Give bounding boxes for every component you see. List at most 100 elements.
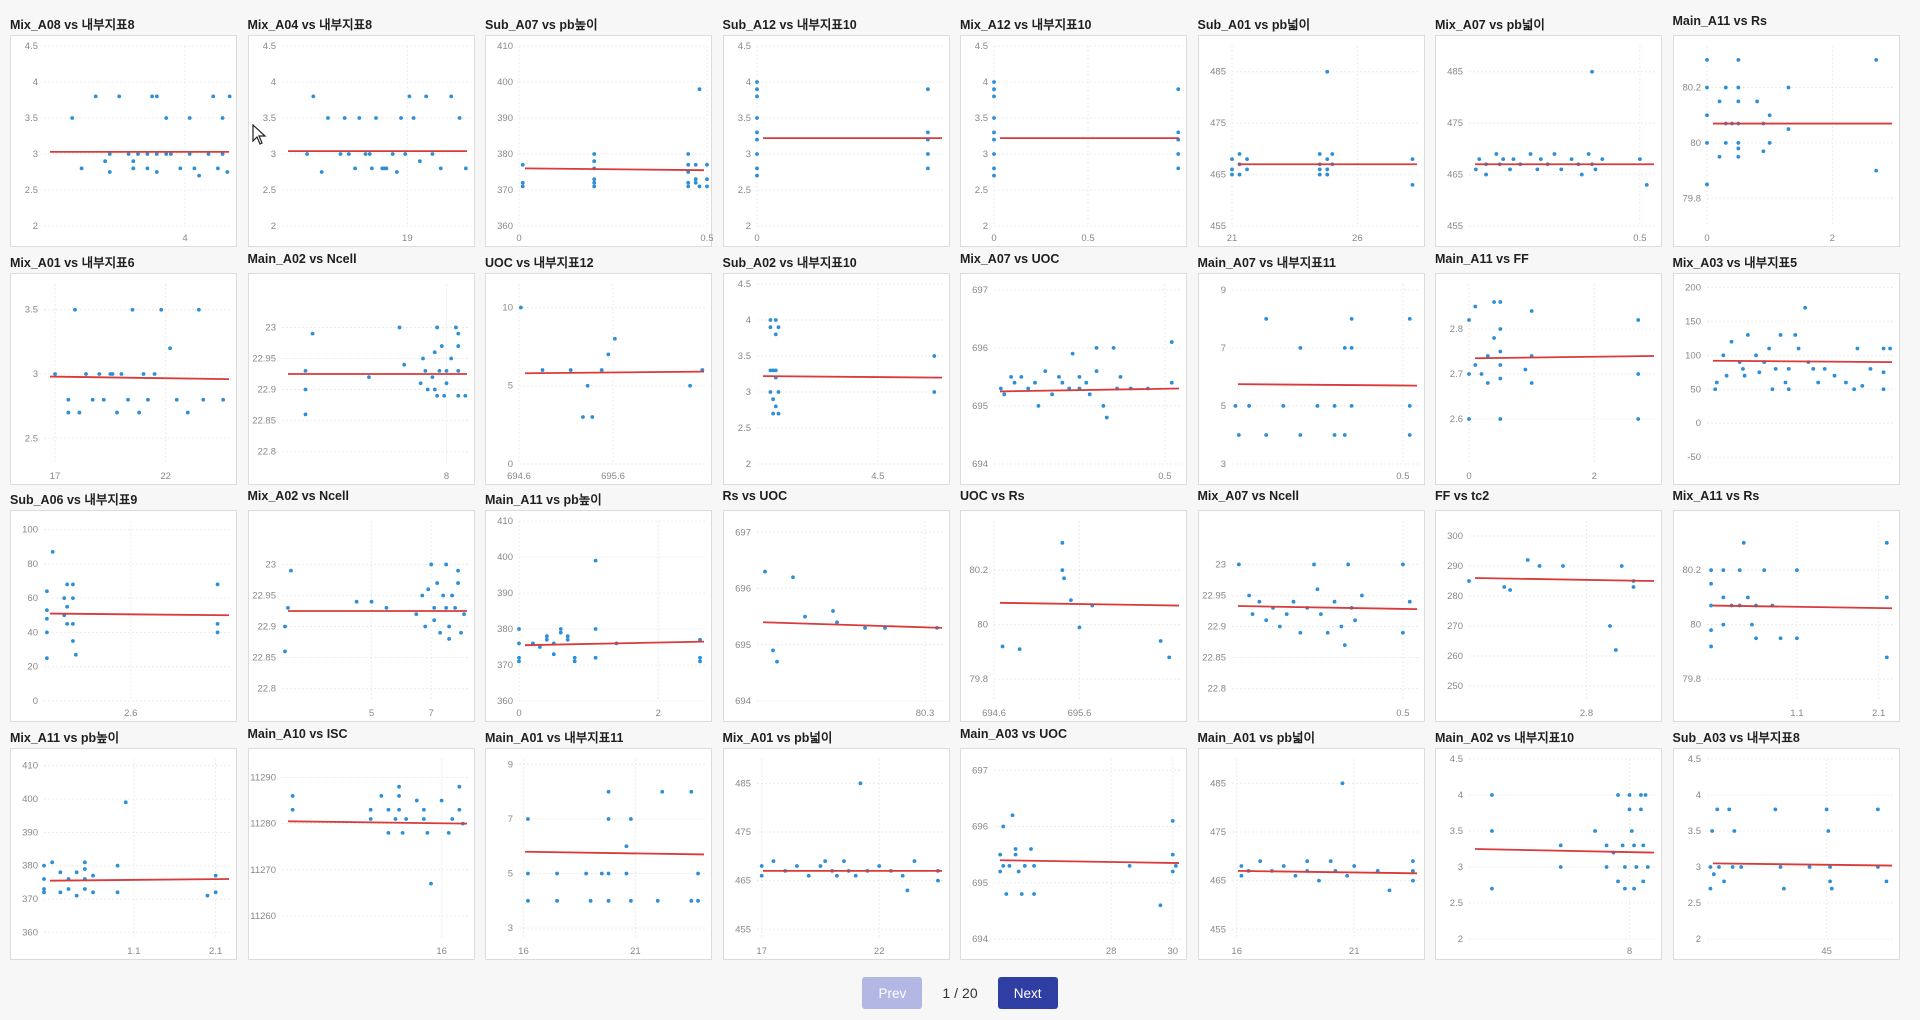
plot-area: 3 5 7 9 16 21 (485, 747, 712, 960)
y-tick-label: 4.5 (1450, 754, 1463, 765)
chart-cell: Main_A02 vs Ncell 22.8 22.85 22.9 22.95 23 8 (238, 238, 476, 485)
data-point (1794, 636, 1799, 641)
data-point (624, 871, 629, 875)
data-point (363, 152, 367, 156)
x-tick-label: 8 (1627, 946, 1632, 957)
scatter-plot: 2 2.5 3 3.5 4 4.5 4 (25, 41, 232, 244)
data-point (925, 166, 930, 171)
chart-cell: Mix_A02 vs Ncell 22.8 22.85 22.9 22.95 23 5 7 (238, 475, 476, 722)
data-point (403, 816, 408, 821)
chart-cell: Main_A11 vs Rs 79.8 80 80.2 0 2 (1663, 0, 1901, 247)
next-button[interactable]: Next (997, 977, 1058, 1009)
x-tick-label: 0 (516, 233, 521, 244)
data-point (1613, 648, 1618, 652)
data-point (773, 404, 778, 408)
data-point (565, 634, 570, 639)
data-point (1407, 599, 1412, 604)
data-point (1013, 846, 1018, 851)
trend-line (49, 877, 230, 882)
data-point (1723, 141, 1728, 145)
data-point (1050, 391, 1055, 396)
chart-title: Mix_A07 vs pb넓이 (1435, 18, 1545, 32)
y-tick-label: 2.8 (1450, 324, 1463, 335)
data-point (1479, 371, 1484, 376)
prev-button[interactable]: Prev (862, 977, 923, 1009)
data-point (1528, 152, 1533, 156)
data-point (368, 807, 373, 812)
data-point (123, 799, 128, 804)
data-point (169, 152, 173, 156)
data-point (1720, 595, 1725, 600)
data-point (425, 830, 429, 835)
data-point (419, 593, 424, 598)
plot-area: 694 695 696 697 0.5 (960, 272, 1187, 485)
data-point (1737, 568, 1742, 572)
data-point (1778, 636, 1782, 641)
data-point (402, 152, 407, 156)
data-point (425, 587, 430, 592)
chart-cell: Mix_A11 vs pb높이 360 370 380 390 400 410 1.1 2.1 (0, 713, 238, 960)
y-tick-label: 150 (1685, 316, 1701, 327)
data-point (526, 871, 530, 875)
data-point (1738, 864, 1743, 869)
data-point (1494, 152, 1499, 156)
plot-area: 22.8 22.85 22.9 22.95 23 5 7 (247, 510, 475, 722)
data-point (1511, 157, 1516, 162)
data-point (1766, 346, 1771, 350)
data-point (1317, 167, 1322, 172)
y-tick-label: 3 (1220, 459, 1225, 470)
data-point (1084, 380, 1089, 385)
data-point (1629, 828, 1634, 833)
data-point (1498, 362, 1503, 367)
data-point (1318, 612, 1323, 617)
data-point (1632, 843, 1636, 847)
data-point (1256, 599, 1261, 604)
data-point (1708, 628, 1713, 632)
data-point (1410, 182, 1414, 187)
data-point (1477, 157, 1482, 162)
data-point (77, 410, 82, 414)
data-point (841, 858, 846, 863)
data-point (606, 352, 611, 356)
data-point (1749, 622, 1754, 627)
data-point (1490, 886, 1494, 890)
y-tick-label: 4.5 (975, 41, 988, 52)
scatter-plot: 3 5 7 9 16 21 (508, 758, 707, 957)
data-point (1735, 99, 1740, 104)
x-tick-label: 8 (443, 471, 448, 482)
chart-cell: Mix_A01 vs pb넓이 455 465 475 485 17 22 (713, 713, 951, 960)
y-tick-label: 0 (1695, 418, 1700, 429)
x-tick-label: 45 (1821, 946, 1832, 957)
y-tick-label: 485 (735, 778, 751, 789)
x-tick-label: 0.5 (1633, 233, 1646, 244)
data-point (398, 116, 403, 120)
data-point (159, 307, 164, 312)
y-tick-label: 400 (497, 77, 513, 88)
y-tick-label: 22.95 (252, 590, 276, 601)
plot-area: 79.8 80 80.2 1.1 2.1 (1672, 510, 1900, 722)
y-tick-label: 11280 (250, 818, 276, 829)
x-tick-label: 4.5 (871, 471, 884, 482)
data-point (216, 166, 220, 171)
y-tick-label: 360 (497, 221, 513, 232)
y-tick-label: 22.9 (257, 622, 276, 633)
current-page: 1 (942, 985, 951, 1001)
data-point (998, 386, 1003, 390)
chart-cell: Sub_A06 vs 내부지표9 0 20 40 60 80 100 2.6 (0, 475, 238, 722)
data-point (1293, 873, 1297, 878)
chart-title: Main_A11 vs FF (1435, 251, 1529, 266)
data-point (394, 170, 399, 174)
data-point (1485, 353, 1490, 358)
trend-line (999, 601, 1180, 607)
y-tick-label: 485 (1210, 778, 1226, 789)
data-point (430, 152, 434, 156)
data-point (1239, 873, 1243, 878)
chart-cell: Mix_A12 vs 내부지표10 2 2.5 3 3.5 4 4.5 0 0.5 (950, 0, 1188, 247)
data-point (794, 863, 799, 868)
y-tick-label: 410 (497, 41, 513, 52)
x-tick-label: 695.6 (1068, 708, 1092, 719)
data-point (876, 863, 881, 868)
x-tick-label: 2.1 (1872, 708, 1885, 719)
data-point (168, 345, 172, 350)
data-point (1881, 346, 1885, 350)
